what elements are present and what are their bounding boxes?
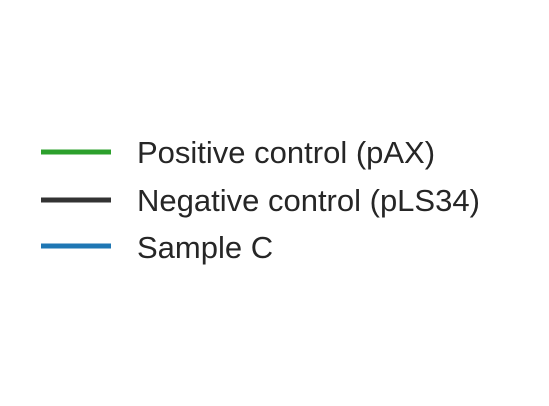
legend-entry: Negative control (pLS34) <box>41 183 480 218</box>
legend-label: Negative control (pLS34) <box>137 183 480 218</box>
legend-entry: Positive control (pAX) <box>41 135 435 170</box>
legend-label: Sample C <box>137 230 273 265</box>
legend-entry: Sample C <box>41 230 273 265</box>
legend-label: Positive control (pAX) <box>137 135 435 170</box>
